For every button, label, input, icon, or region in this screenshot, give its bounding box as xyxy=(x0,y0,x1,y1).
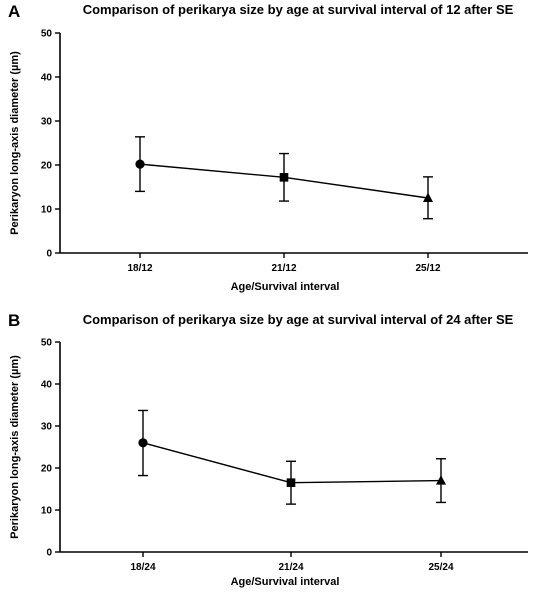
y-axis-label-b: Perikaryon long-axis diameter (µm) xyxy=(9,355,21,539)
x-axis-label-a: Age/Survival interval xyxy=(231,281,340,293)
series-line-b xyxy=(142,442,442,484)
y-tick-label: 30 xyxy=(41,117,53,128)
x-tick-label: 21/24 xyxy=(278,562,303,573)
chart-title-a: Comparison of perikarya size by age at s… xyxy=(83,2,514,17)
y-tick-label: 10 xyxy=(41,506,53,517)
data-point-circle xyxy=(135,159,145,169)
panel-letter-b: B xyxy=(8,311,20,330)
y-tick-label: 50 xyxy=(41,338,53,349)
data-point-square xyxy=(279,173,289,182)
y-tick-label: 40 xyxy=(41,380,53,391)
y-axis-label-a: Perikaryon long-axis diameter (µm) xyxy=(9,51,21,235)
y-tick-label: 10 xyxy=(41,205,53,216)
x-tick-label: 18/12 xyxy=(127,263,152,274)
data-point-square xyxy=(286,478,296,487)
x-tick-label: 18/24 xyxy=(130,562,155,573)
axes-b: 0 10 20 30 40 50 18/24 21/24 25/24 xyxy=(41,338,528,573)
axes-a: 0 10 20 30 40 50 18/12 21/12 25/12 xyxy=(41,29,528,274)
panel-b: B Comparison of perikarya size by age at… xyxy=(8,311,528,588)
panel-letter-a: A xyxy=(8,2,20,21)
y-tick-label: 20 xyxy=(41,464,53,475)
y-tick-label: 40 xyxy=(41,73,53,84)
y-tick-label: 0 xyxy=(46,548,52,559)
y-tick-label: 0 xyxy=(46,249,52,260)
chart-title-b: Comparison of perikarya size by age at s… xyxy=(83,312,514,327)
x-tick-label: 21/12 xyxy=(271,263,296,274)
y-tick-label: 50 xyxy=(41,29,53,40)
marks-a xyxy=(135,136,433,220)
data-point-triangle xyxy=(423,192,433,202)
y-tick-label: 20 xyxy=(41,161,53,172)
data-point-circle xyxy=(138,438,148,448)
marks-b xyxy=(138,409,446,505)
y-tick-label: 30 xyxy=(41,422,53,433)
x-tick-label: 25/24 xyxy=(428,562,453,573)
data-point-triangle xyxy=(436,475,446,485)
x-axis-label-b: Age/Survival interval xyxy=(231,576,340,588)
panel-a: A Comparison of perikarya size by age at… xyxy=(8,2,528,293)
x-tick-label: 25/12 xyxy=(415,263,440,274)
